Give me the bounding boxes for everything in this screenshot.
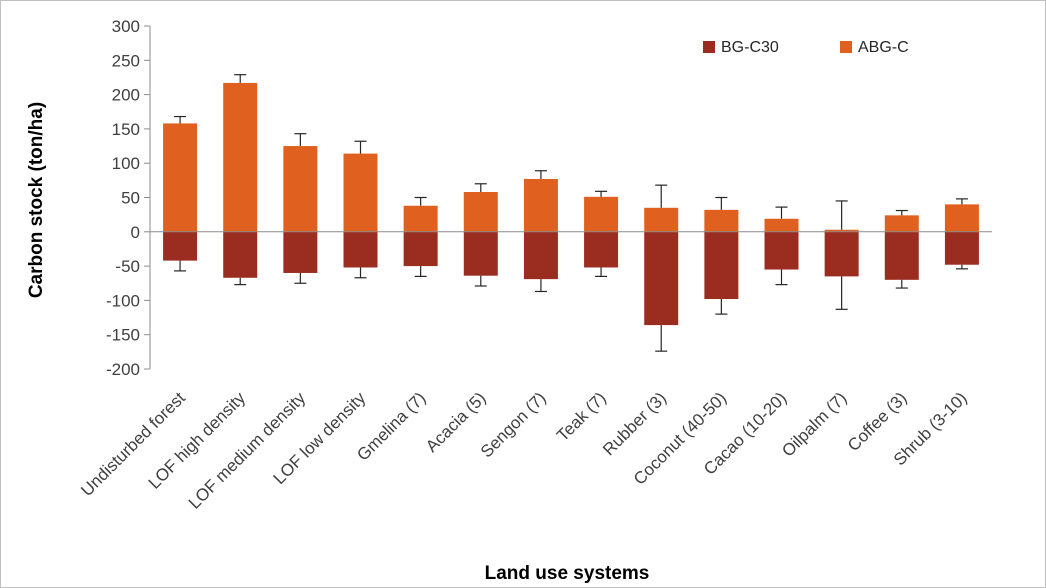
legend-label: ABG-C (858, 39, 909, 56)
bar-abg-c (764, 218, 799, 232)
bar-bg-c30 (403, 231, 438, 267)
bar-bg-c30 (884, 231, 919, 280)
bar-abg-c (403, 205, 438, 232)
y-tick-label: 200 (112, 86, 140, 105)
bar-abg-c (463, 192, 498, 232)
bar-bg-c30 (704, 231, 739, 300)
bar-abg-c (163, 123, 198, 232)
x-tick-label: Teak (7) (553, 388, 610, 445)
bar-abg-c (223, 82, 258, 232)
x-tick-label: Oilpalm (7) (778, 388, 850, 460)
x-tick-label: LOF medium density (185, 388, 310, 513)
legend-swatch (840, 41, 852, 53)
y-tick-label: -150 (106, 326, 140, 345)
y-tick-label: 250 (112, 51, 140, 70)
bar-bg-c30 (584, 231, 619, 268)
plot-area: 300 250 200 150 100 50 0 -50 -100 -150 -200 Undistu… (77, 17, 992, 513)
bar-bg-c30 (163, 231, 198, 261)
bar-abg-c (944, 204, 979, 232)
y-tick-label: -200 (106, 360, 140, 379)
bar-abg-c (884, 215, 919, 232)
y-tick-label: 50 (121, 189, 140, 208)
bar-abg-c (584, 196, 619, 232)
bar-bg-c30 (223, 231, 258, 278)
y-axis-title: Carbon stock (ton/ha) (26, 102, 47, 298)
bar-abg-c (283, 146, 318, 232)
bar-bg-c30 (343, 231, 378, 268)
bar-bg-c30 (523, 231, 558, 280)
legend: BG-C30 ABG-C (703, 39, 909, 56)
bar-bg-c30 (644, 231, 679, 326)
bar-bg-c30 (824, 231, 859, 277)
bar-bg-c30 (764, 231, 799, 270)
x-axis-title: Land use systems (485, 563, 650, 584)
bar-abg-c (343, 153, 378, 232)
legend-label: BG-C30 (721, 39, 779, 56)
x-tick-label: Undisturbed forest (77, 388, 189, 500)
y-tick-label: -100 (106, 291, 140, 310)
bar-abg-c (704, 209, 739, 232)
y-tick-label: -50 (115, 257, 140, 276)
bar-bg-c30 (283, 231, 318, 273)
y-tick-label: 300 (112, 17, 140, 36)
bar-bg-c30 (944, 231, 979, 265)
legend-swatch (703, 41, 715, 53)
y-tick-label: 0 (131, 223, 140, 242)
x-tick-label: Sengon (7) (477, 388, 550, 461)
y-tick-label: 100 (112, 154, 140, 173)
bar-bg-c30 (463, 231, 498, 276)
bar-abg-c (523, 178, 558, 232)
y-tick-label: 150 (112, 120, 140, 139)
bar-abg-c (824, 229, 859, 232)
bar-abg-c (644, 207, 679, 232)
